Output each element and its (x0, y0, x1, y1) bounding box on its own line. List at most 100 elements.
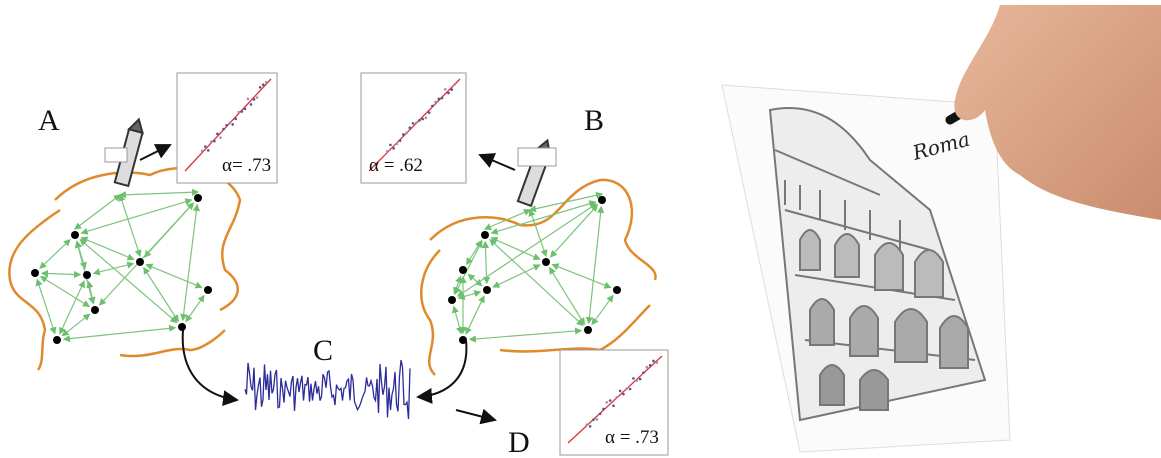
node (178, 323, 186, 331)
signal (244, 360, 411, 420)
edge (528, 191, 604, 213)
edge (489, 238, 584, 327)
plot-dot (231, 123, 234, 126)
node (459, 336, 467, 344)
outline-a2 (8, 208, 61, 371)
arrow (181, 329, 239, 407)
edge (185, 294, 205, 323)
edge (79, 238, 178, 324)
plot-dot (249, 103, 253, 106)
plot-dot (203, 145, 207, 148)
plot-dot (645, 365, 649, 369)
plot-dot (652, 359, 655, 363)
plot-frame (559, 349, 669, 456)
fit-line (184, 78, 272, 172)
edge (549, 266, 585, 326)
label-b: B (584, 104, 604, 137)
node (584, 326, 592, 334)
plot-dot (595, 418, 599, 421)
node (53, 336, 61, 344)
edge (490, 236, 541, 261)
plot-dot (638, 377, 642, 381)
plot-dot (635, 379, 639, 382)
plot-dot (615, 396, 619, 399)
plot-dot (389, 143, 392, 147)
plot-dot (219, 136, 222, 139)
arrow (478, 153, 516, 171)
plot-dot (628, 387, 632, 391)
plot-dot (225, 123, 228, 127)
node (542, 258, 550, 266)
edge (591, 294, 614, 326)
plot-dot (395, 142, 399, 146)
plots: α= .73 α = .62 α = .73 (176, 72, 669, 456)
arrow (139, 144, 172, 161)
outline-a3 (119, 329, 226, 358)
fit-line (368, 78, 461, 172)
edge (465, 295, 485, 335)
arrow (455, 408, 497, 425)
edge (80, 236, 135, 261)
edge (40, 269, 82, 279)
plot-dot (200, 149, 204, 153)
node (71, 231, 79, 239)
node (31, 269, 39, 277)
plot-dot (213, 139, 216, 143)
edge (86, 280, 96, 305)
plot-dot (414, 121, 418, 125)
network-a (31, 188, 212, 344)
plot-dot (210, 140, 213, 143)
plot-dot (237, 110, 241, 114)
plot-dot (421, 117, 424, 121)
edge (74, 194, 121, 230)
plot-dot (385, 150, 389, 153)
edge (59, 280, 85, 335)
plot-dot (618, 389, 622, 393)
plot-dot (228, 121, 231, 125)
plot-dot (252, 98, 256, 101)
tablet-a (104, 147, 128, 163)
plot-dot (437, 97, 441, 101)
arrows (139, 144, 516, 425)
edge (98, 202, 195, 306)
plot-dot (408, 126, 412, 129)
plot-dot (602, 407, 605, 411)
plot-dot (405, 131, 408, 135)
edge (468, 327, 583, 343)
fit-line (567, 355, 663, 444)
network-b (448, 191, 621, 344)
node (483, 286, 491, 294)
plot-dot (246, 97, 250, 101)
node (459, 266, 467, 274)
edge (180, 203, 200, 322)
plot-dot (240, 110, 244, 113)
node (448, 296, 456, 304)
edge (483, 209, 532, 230)
label-c: C (313, 334, 333, 367)
plot-dot (431, 104, 434, 108)
plot-dot (608, 399, 612, 402)
plot-dot (585, 423, 589, 427)
node (136, 258, 144, 266)
node (481, 231, 489, 239)
plot-dot (411, 122, 415, 125)
plot-dot (598, 412, 602, 416)
plot-dot (222, 127, 225, 131)
plot-dot (592, 418, 595, 421)
node (613, 286, 621, 294)
node (91, 306, 99, 314)
tablet-b (517, 147, 557, 167)
edge (39, 276, 91, 307)
plot-dot (258, 85, 262, 89)
plot-dot (450, 88, 454, 91)
plot-dot (255, 96, 259, 99)
node (194, 194, 202, 202)
colosseum (768, 107, 987, 422)
edge (585, 205, 605, 325)
alpha-label: α = .62 (369, 155, 423, 176)
edge (466, 239, 482, 266)
arrow (416, 339, 468, 404)
edge (62, 324, 177, 343)
plot-dot (261, 83, 265, 87)
edge (118, 193, 142, 258)
